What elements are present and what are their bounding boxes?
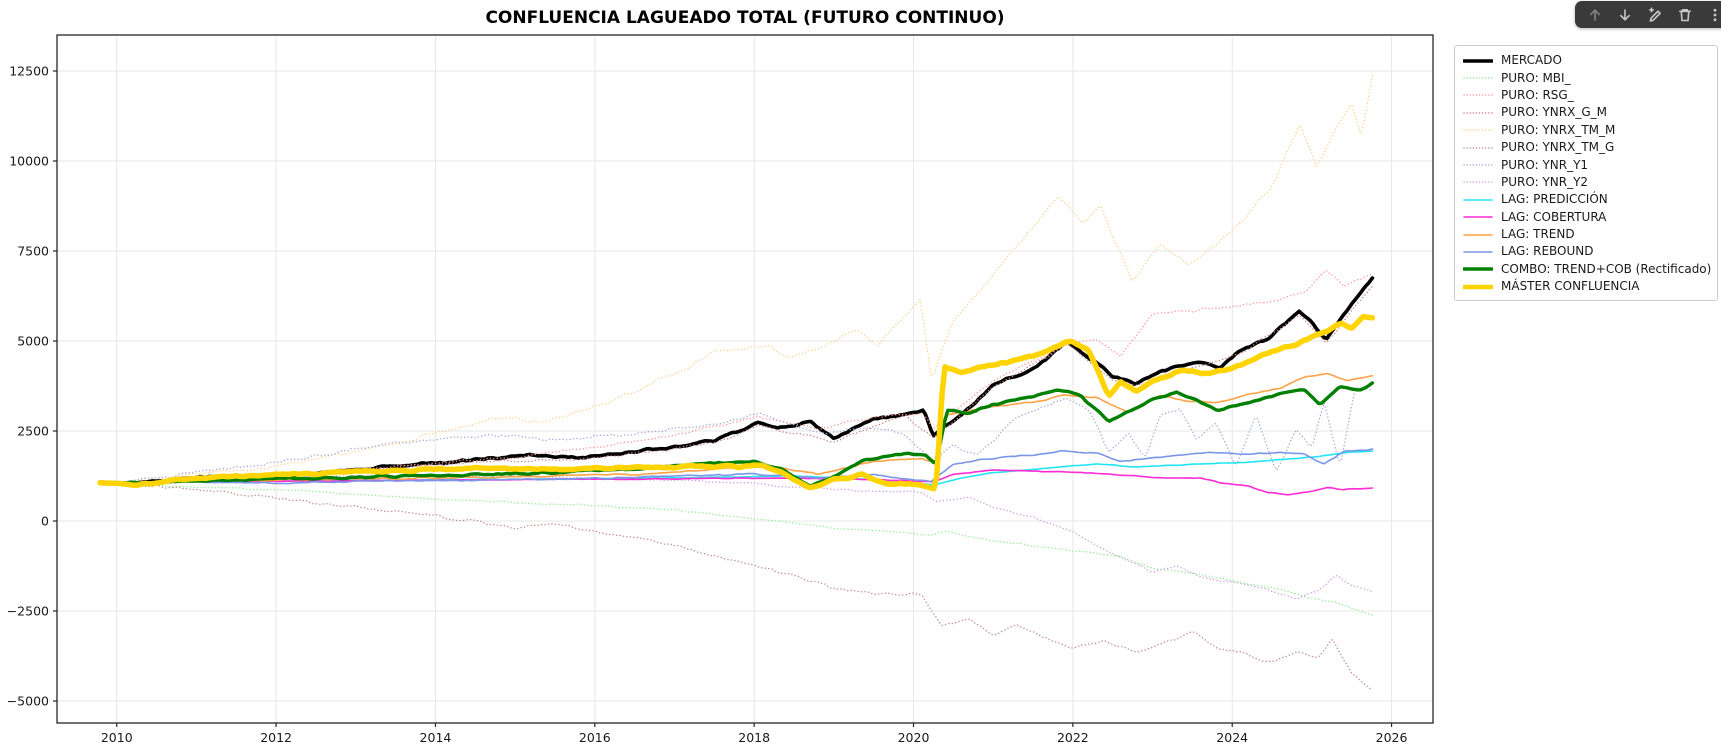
arrow-up-icon — [1590, 8, 1600, 21]
y-tick-label: 0 — [41, 514, 49, 529]
y-tick-label: −2500 — [7, 604, 49, 619]
legend-swatch-icon — [1463, 216, 1493, 219]
edit-button[interactable] — [1640, 1, 1670, 28]
delete-button[interactable] — [1670, 1, 1700, 28]
legend-item: PURO: YNRX_TM_M — [1455, 122, 1717, 139]
sparkle-pencil-icon — [1649, 6, 1661, 22]
y-tick-label: −5000 — [7, 694, 49, 709]
y-tick-label: 12500 — [9, 64, 49, 79]
series-m-ster-confluencia — [97, 314, 1376, 492]
legend-label: PURO: MBI_ — [1501, 70, 1571, 85]
legend-swatch-icon — [1463, 129, 1493, 131]
x-tick-label: 2014 — [420, 730, 452, 745]
legend-label: LAG: PREDICCIÓN — [1501, 192, 1608, 207]
kebab-menu-icon — [1713, 8, 1717, 21]
chart-title: CONFLUENCIA LAGUEADO TOTAL (FUTURO CONTI… — [485, 8, 1005, 28]
x-tick-label: 2010 — [101, 730, 133, 745]
legend-label: MÁSTER CONFLUENCIA — [1501, 279, 1640, 294]
cell-toolbar — [1575, 1, 1721, 28]
legend-swatch-icon — [1463, 284, 1493, 290]
legend-swatch-icon — [1463, 267, 1493, 272]
legend-swatch-icon — [1463, 199, 1493, 201]
series-puro-mbi- — [99, 483, 1374, 616]
x-tick-label: 2022 — [1057, 730, 1089, 745]
x-tick-label: 2026 — [1376, 730, 1408, 745]
legend: MERCADO PURO: MBI_ PURO: RSG_ PURO: YNRX_G_… — [1454, 45, 1718, 302]
legend-label: PURO: RSG_ — [1501, 87, 1574, 102]
legend-item: PURO: YNRX_TM_G — [1455, 139, 1717, 156]
y-tick-label: 7500 — [17, 244, 49, 259]
x-tick-label: 2018 — [738, 730, 770, 745]
series-puro-ynrx-g-m — [99, 285, 1374, 484]
series-puro-rsg- — [99, 270, 1374, 485]
y-tick-label: 2500 — [17, 424, 49, 439]
legend-item: LAG: REBOUND — [1455, 243, 1717, 260]
legend-swatch-icon — [1463, 164, 1493, 166]
series-puro-ynr-y1 — [99, 386, 1374, 485]
trash-icon — [1679, 8, 1691, 21]
legend-item: PURO: MBI_ — [1455, 69, 1717, 86]
legend-label: PURO: YNRX_G_M — [1501, 105, 1607, 120]
legend-label: LAG: REBOUND — [1501, 244, 1594, 259]
legend-item: COMBO: TREND+COB (Rectificado) — [1455, 261, 1717, 278]
legend-item: PURO: YNR_Y2 — [1455, 174, 1717, 191]
more-button[interactable] — [1700, 1, 1721, 28]
legend-label: MERCADO — [1501, 53, 1562, 68]
legend-item: LAG: COBERTURA — [1455, 209, 1717, 226]
legend-label: PURO: YNR_Y2 — [1501, 174, 1589, 189]
y-tick-label: 10000 — [9, 154, 49, 169]
legend-swatch-icon — [1463, 146, 1493, 149]
x-tick-label: 2024 — [1216, 730, 1248, 745]
move-up-button[interactable] — [1580, 1, 1610, 28]
legend-item: LAG: PREDICCIÓN — [1455, 191, 1717, 208]
series-puro-ynrx-tm-g — [99, 483, 1374, 692]
legend-label: PURO: YNRX_TM_G — [1501, 140, 1615, 155]
legend-swatch-icon — [1463, 251, 1493, 253]
legend-item: PURO: YNR_Y1 — [1455, 156, 1717, 173]
legend-label: LAG: COBERTURA — [1501, 209, 1607, 224]
legend-item: LAG: TREND — [1455, 226, 1717, 243]
legend-swatch-icon — [1463, 77, 1493, 79]
legend-label: LAG: TREND — [1501, 227, 1575, 242]
legend-swatch-icon — [1463, 112, 1493, 114]
legend-label: PURO: YNR_Y1 — [1501, 157, 1589, 172]
move-down-button[interactable] — [1610, 1, 1640, 28]
series-lag-rebound — [99, 448, 1374, 485]
x-tick-label: 2012 — [260, 730, 292, 745]
legend-item: MÁSTER CONFLUENCIA — [1455, 278, 1717, 295]
x-tick-label: 2020 — [898, 730, 930, 745]
legend-swatch-icon — [1463, 181, 1493, 184]
legend-label: PURO: YNRX_TM_M — [1501, 122, 1616, 137]
arrow-down-icon — [1620, 8, 1630, 21]
legend-item: PURO: RSG_ — [1455, 87, 1717, 104]
legend-item: PURO: YNRX_G_M — [1455, 104, 1717, 121]
legend-swatch-icon — [1463, 233, 1493, 236]
legend-swatch-icon — [1463, 58, 1493, 63]
series-combo-trend-cob-rectificado- — [98, 381, 1375, 488]
y-tick-label: 5000 — [17, 334, 49, 349]
legend-label: COMBO: TREND+COB (Rectificado) — [1501, 261, 1712, 276]
legend-swatch-icon — [1463, 94, 1493, 97]
series-lag-cobertura — [99, 469, 1374, 496]
legend-item: MERCADO — [1455, 52, 1717, 69]
x-tick-label: 2016 — [579, 730, 611, 745]
